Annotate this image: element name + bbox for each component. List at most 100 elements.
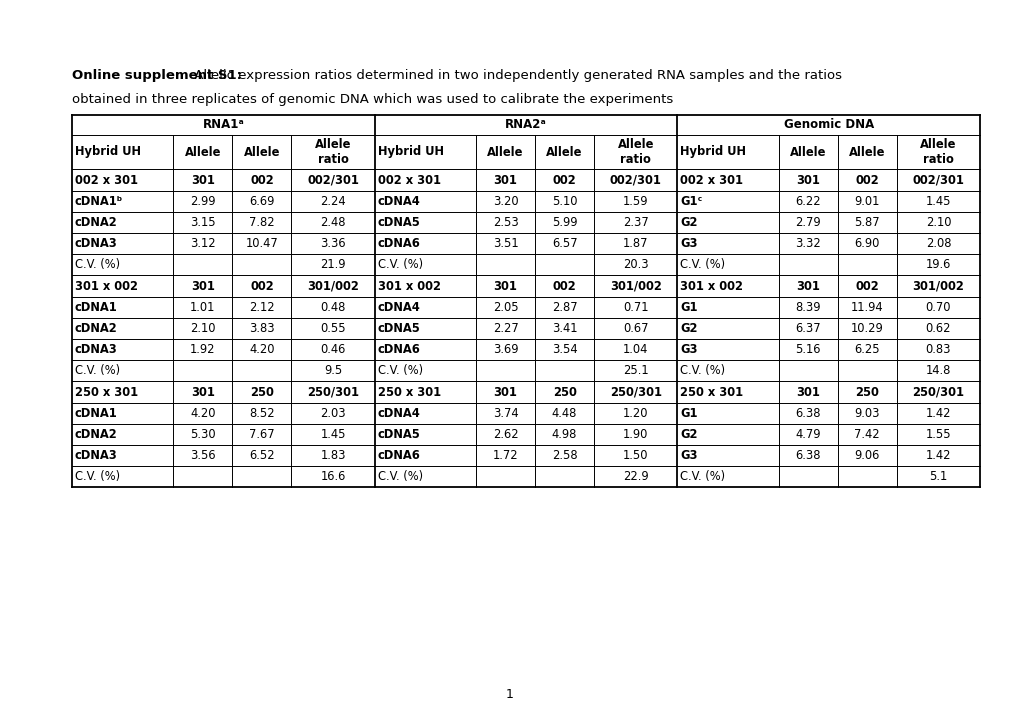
- Text: 301: 301: [191, 385, 215, 398]
- Text: Allele
ratio: Allele ratio: [315, 138, 351, 166]
- Text: 10.29: 10.29: [850, 322, 882, 335]
- Text: 301/002: 301/002: [609, 279, 661, 292]
- Text: 5.1: 5.1: [928, 470, 947, 483]
- Text: 3.51: 3.51: [492, 237, 518, 250]
- Text: C.V. (%): C.V. (%): [75, 364, 120, 377]
- Text: 3.20: 3.20: [492, 195, 518, 208]
- Text: cDNA4: cDNA4: [377, 195, 420, 208]
- Text: 2.10: 2.10: [924, 216, 950, 229]
- Text: cDNA3: cDNA3: [75, 237, 117, 250]
- Text: cDNA6: cDNA6: [377, 237, 420, 250]
- Text: 6.69: 6.69: [249, 195, 274, 208]
- Text: 2.48: 2.48: [320, 216, 345, 229]
- Text: 11.94: 11.94: [850, 301, 882, 314]
- Text: 002: 002: [855, 279, 878, 292]
- Text: Hybrid UH: Hybrid UH: [377, 145, 443, 158]
- Text: 002: 002: [250, 174, 273, 186]
- Text: 10.47: 10.47: [246, 237, 278, 250]
- Text: 301 x 002: 301 x 002: [680, 279, 743, 292]
- Text: Genomic DNA: Genomic DNA: [783, 119, 873, 132]
- Text: cDNA1: cDNA1: [75, 301, 117, 314]
- Text: 2.27: 2.27: [492, 322, 518, 335]
- Text: C.V. (%): C.V. (%): [377, 258, 423, 271]
- Text: 1.42: 1.42: [924, 407, 950, 420]
- Text: 14.8: 14.8: [925, 364, 950, 377]
- Text: 1.45: 1.45: [924, 195, 950, 208]
- Text: 002/301: 002/301: [307, 174, 359, 186]
- Text: 3.83: 3.83: [249, 322, 274, 335]
- Text: 1.01: 1.01: [190, 301, 215, 314]
- Text: 301 x 002: 301 x 002: [377, 279, 440, 292]
- Text: 0.67: 0.67: [623, 322, 648, 335]
- Text: 3.41: 3.41: [551, 322, 577, 335]
- Text: cDNA2: cDNA2: [75, 216, 117, 229]
- Text: G2: G2: [680, 428, 697, 441]
- Text: cDNA2: cDNA2: [75, 322, 117, 335]
- Text: cDNA5: cDNA5: [377, 428, 420, 441]
- Text: G1: G1: [680, 407, 697, 420]
- Text: cDNA5: cDNA5: [377, 216, 420, 229]
- Text: 0.70: 0.70: [924, 301, 950, 314]
- Text: Allele
ratio: Allele ratio: [616, 138, 653, 166]
- Text: 2.08: 2.08: [924, 237, 950, 250]
- Text: Allele: Allele: [790, 145, 825, 158]
- Text: 250/301: 250/301: [307, 385, 359, 398]
- Text: 5.30: 5.30: [190, 428, 215, 441]
- Text: 3.15: 3.15: [190, 216, 215, 229]
- Text: C.V. (%): C.V. (%): [680, 258, 725, 271]
- Text: Hybrid UH: Hybrid UH: [75, 145, 141, 158]
- Text: 9.5: 9.5: [324, 364, 341, 377]
- Text: C.V. (%): C.V. (%): [680, 364, 725, 377]
- Text: cDNA1: cDNA1: [75, 407, 117, 420]
- Text: 3.36: 3.36: [320, 237, 345, 250]
- Text: 0.62: 0.62: [924, 322, 950, 335]
- Text: 002 x 301: 002 x 301: [377, 174, 440, 186]
- Text: G3: G3: [680, 449, 697, 462]
- Text: 1.20: 1.20: [623, 407, 648, 420]
- Text: cDNA3: cDNA3: [75, 343, 117, 356]
- Text: 301: 301: [796, 385, 819, 398]
- Text: 2.05: 2.05: [492, 301, 518, 314]
- Text: 250/301: 250/301: [911, 385, 963, 398]
- Text: 2.58: 2.58: [551, 449, 577, 462]
- Text: G3: G3: [680, 343, 697, 356]
- Text: G3: G3: [680, 237, 697, 250]
- Text: Allele: Allele: [546, 145, 582, 158]
- Text: 2.79: 2.79: [795, 216, 820, 229]
- Text: 301: 301: [493, 385, 517, 398]
- Text: 4.20: 4.20: [190, 407, 215, 420]
- Text: 0.46: 0.46: [320, 343, 345, 356]
- Text: 1.55: 1.55: [924, 428, 951, 441]
- Text: 3.12: 3.12: [190, 237, 215, 250]
- Text: 250 x 301: 250 x 301: [680, 385, 743, 398]
- Text: 7.82: 7.82: [249, 216, 274, 229]
- Text: 4.98: 4.98: [551, 428, 577, 441]
- Text: 2.53: 2.53: [492, 216, 518, 229]
- Text: Hybrid UH: Hybrid UH: [680, 145, 746, 158]
- Text: 2.03: 2.03: [320, 407, 345, 420]
- Text: 002: 002: [552, 174, 576, 186]
- Text: 250: 250: [552, 385, 576, 398]
- Text: 4.48: 4.48: [551, 407, 577, 420]
- Text: Allelic expression ratios determined in two independently generated RNA samples : Allelic expression ratios determined in …: [190, 68, 841, 81]
- Text: 301: 301: [796, 174, 819, 186]
- Text: C.V. (%): C.V. (%): [75, 470, 120, 483]
- Text: G1ᶜ: G1ᶜ: [680, 195, 702, 208]
- Text: 301: 301: [493, 279, 517, 292]
- Text: 1.90: 1.90: [623, 428, 648, 441]
- Text: 19.6: 19.6: [925, 258, 950, 271]
- Text: cDNA4: cDNA4: [377, 407, 420, 420]
- Text: G2: G2: [680, 216, 697, 229]
- Text: 6.38: 6.38: [795, 407, 820, 420]
- Text: C.V. (%): C.V. (%): [377, 470, 423, 483]
- Text: 002/301: 002/301: [912, 174, 963, 186]
- Text: C.V. (%): C.V. (%): [680, 470, 725, 483]
- Text: 22.9: 22.9: [623, 470, 648, 483]
- Text: 0.83: 0.83: [924, 343, 950, 356]
- Text: Allele: Allele: [184, 145, 221, 158]
- Text: 5.99: 5.99: [551, 216, 577, 229]
- Text: 002: 002: [250, 279, 273, 292]
- Text: Allele: Allele: [487, 145, 523, 158]
- Text: 1.92: 1.92: [190, 343, 215, 356]
- Text: 16.6: 16.6: [320, 470, 345, 483]
